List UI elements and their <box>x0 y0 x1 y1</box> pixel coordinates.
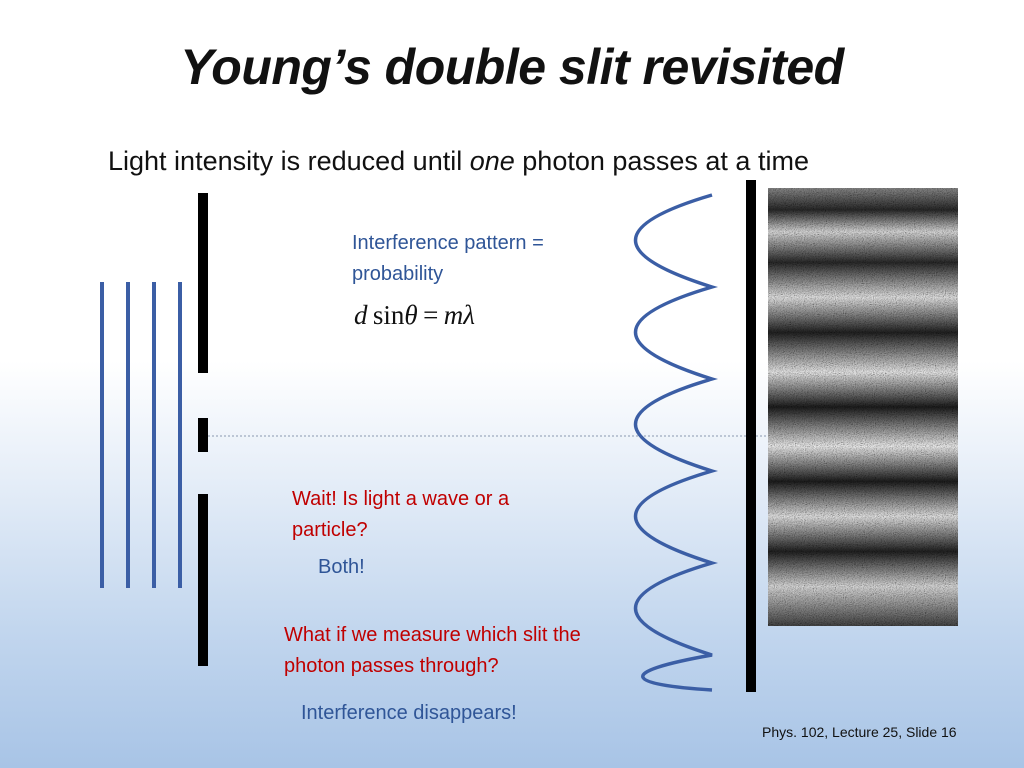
subtitle-text-start: Light intensity is reduced until <box>108 146 470 176</box>
barrier-top-segment <box>198 193 208 373</box>
slide-footer: Phys. 102, Lecture 25, Slide 16 <box>762 724 957 740</box>
intensity-pattern-curve <box>633 193 719 692</box>
eq-equals: = <box>423 300 439 330</box>
eq-sin: sin <box>372 300 405 330</box>
both-answer: Both! <box>318 556 365 578</box>
eq-lambda: λ <box>463 300 475 330</box>
eq-d: d <box>354 300 368 330</box>
incident-wavefronts <box>100 282 182 588</box>
detection-screen <box>746 180 756 692</box>
grating-equation: d sinθ = mλ <box>354 300 475 331</box>
eq-m: m <box>443 300 464 330</box>
slide-subtitle: Light intensity is reduced until one pho… <box>108 146 809 177</box>
interference-probability-note: Interference pattern = probability <box>352 232 544 285</box>
slide-title: Young’s double slit revisited <box>180 39 844 95</box>
subtitle-text-end: photon passes at a time <box>514 146 809 176</box>
subtitle-emphasis: one <box>469 146 515 176</box>
interference-disappears-answer: Interference disappears! <box>301 702 517 724</box>
photon-interference-image <box>768 188 958 626</box>
barrier-middle-segment <box>198 418 208 452</box>
eq-theta: θ <box>404 300 418 330</box>
barrier-bottom-segment <box>198 494 208 666</box>
slit-barrier <box>198 193 208 666</box>
which-slit-question: What if we measure which slit the photon… <box>284 624 581 677</box>
wave-or-particle-question: Wait! Is light a wave or a particle? <box>292 488 510 541</box>
